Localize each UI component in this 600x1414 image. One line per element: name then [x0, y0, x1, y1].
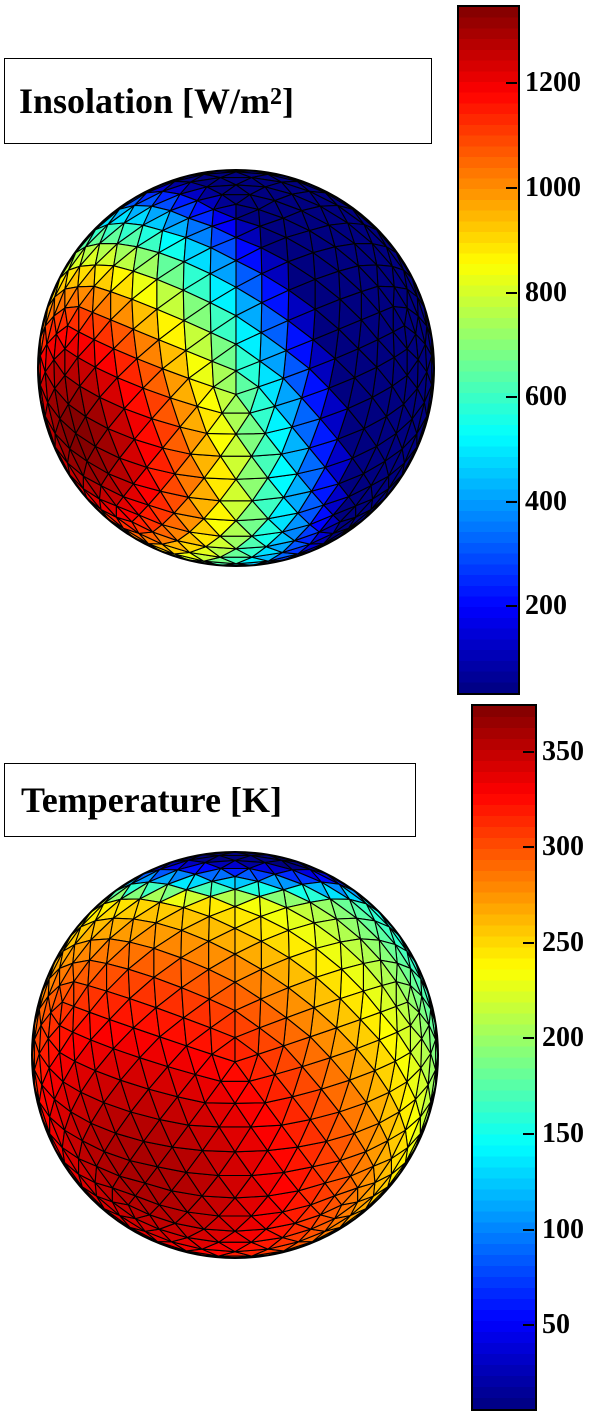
insolation-sphere-outline [37, 169, 435, 567]
temperature-sphere [31, 851, 439, 1259]
insolation-colorbar-tick-label: 600 [525, 381, 567, 412]
insolation-title-box: Insolation [W/m 2] [4, 58, 432, 144]
insolation-title: Insolation [W/m [19, 81, 271, 121]
temperature-colorbar [471, 704, 537, 1411]
temperature-colorbar-tick-mark [523, 750, 534, 753]
insolation-colorbar-tick-label: 1000 [525, 172, 581, 203]
insolation-colorbar-tick-label: 400 [525, 485, 567, 517]
insolation-mesh-cell [235, 343, 261, 372]
insolation-colorbar-tick-mark [506, 291, 517, 294]
insolation-colorbar [457, 5, 520, 695]
temperature-colorbar-tick-label: 250 [542, 926, 584, 958]
insolation-colorbar-tick-label: 200 [525, 590, 567, 622]
temperature-mesh-cell [234, 1037, 259, 1063]
temperature-colorbar-tick-mark [523, 1324, 534, 1326]
insolation-colorbar-tick-mark [506, 82, 517, 85]
temperature-sphere-outline [31, 851, 439, 1259]
temperature-colorbar-tick-mark [523, 1228, 534, 1231]
insolation-colorbar-tick-mark [506, 605, 517, 608]
temperature-colorbar-tick-label: 100 [542, 1213, 584, 1245]
insolation-colorbar-tick-label: 1200 [525, 67, 581, 99]
temperature-colorbar-tick-mark [523, 846, 534, 849]
insolation-title-suffix: ] [282, 81, 295, 121]
insolation-sphere [37, 169, 435, 567]
temperature-colorbar-tick-label: 200 [542, 1022, 584, 1054]
insolation-colorbar-tick-mark [506, 500, 517, 503]
temperature-title: Temperature [K] [21, 780, 282, 820]
temperature-colorbar-gradient [473, 706, 535, 1409]
temperature-colorbar-tick-label: 50 [542, 1309, 570, 1340]
insolation-colorbar-tick-label: 800 [525, 276, 567, 308]
temperature-title-box: Temperature [K] [4, 763, 416, 837]
temperature-colorbar-tick-mark [523, 941, 534, 944]
insolation-mesh [37, 170, 435, 566]
temperature-colorbar-tick-mark [523, 1037, 534, 1040]
temperature-colorbar-tick-label: 350 [542, 735, 584, 767]
insolation-panel: Insolation [W/m 2] 200 400 600 800 1000 1200 [4, 5, 581, 695]
temperature-colorbar-tick-label: 150 [542, 1117, 584, 1149]
insolation-title-superscript: 2 [270, 83, 283, 110]
temperature-mesh [31, 851, 439, 1259]
temperature-colorbar-tick-label: 300 [542, 831, 584, 863]
insolation-colorbar-tick-mark [506, 187, 517, 189]
temperature-panel: Temperature [K] 50 100 150 200 250 300 350 [0, 704, 600, 1414]
insolation-colorbar-gradient [459, 7, 518, 693]
insolation-colorbar-tick-mark [506, 396, 517, 398]
temperature-colorbar-tick-mark [523, 1132, 534, 1135]
